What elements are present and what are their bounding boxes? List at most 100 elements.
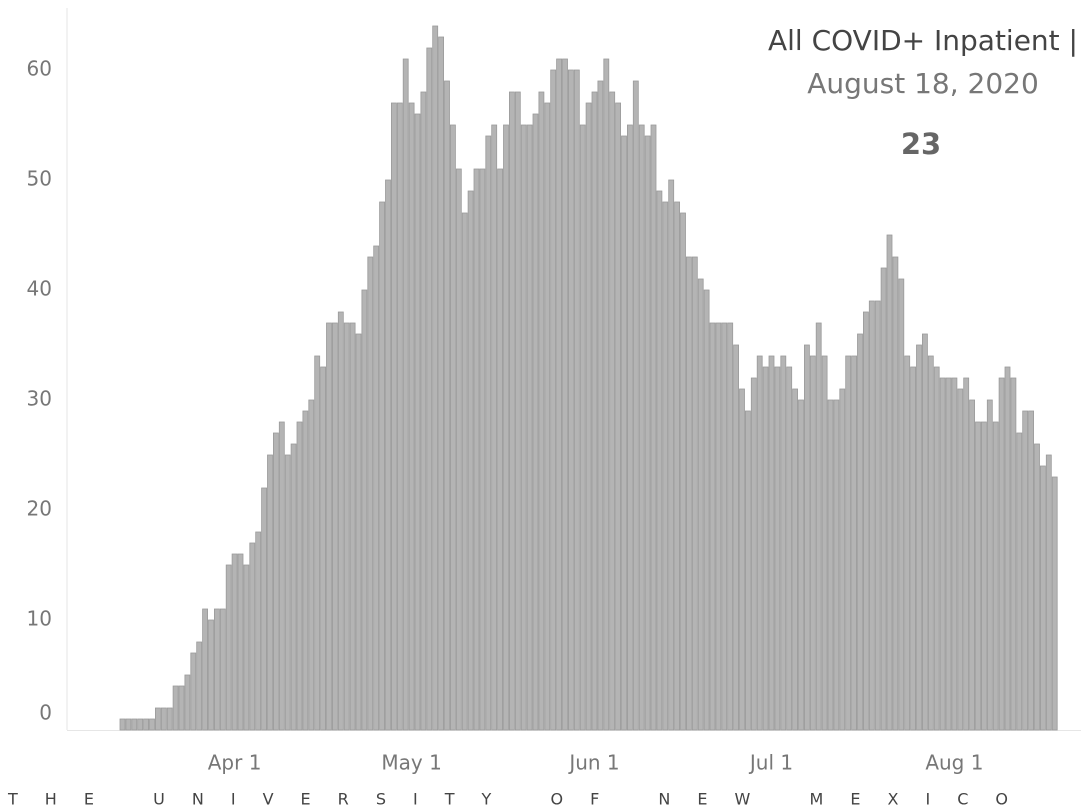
bar: [461, 212, 468, 731]
bar: [922, 333, 928, 731]
y-tick-label: 10: [27, 607, 52, 631]
bar: [166, 707, 173, 731]
bar: [857, 333, 863, 731]
bar: [178, 685, 185, 731]
bar: [361, 289, 368, 731]
x-tick-label: Apr 1: [208, 751, 262, 775]
bar: [691, 256, 698, 731]
bar: [998, 377, 1005, 731]
bar: [939, 377, 946, 731]
bar: [526, 124, 533, 731]
bar: [591, 91, 598, 731]
bar: [420, 91, 427, 731]
bar: [945, 377, 952, 731]
bar: [497, 168, 504, 731]
bar: [208, 619, 214, 731]
bar: [933, 366, 940, 731]
bar: [538, 91, 545, 731]
y-tick-label: 60: [27, 57, 52, 81]
bar: [621, 135, 627, 731]
bar: [609, 91, 616, 731]
bar: [821, 355, 828, 731]
bar: [396, 102, 403, 731]
bar: [1022, 410, 1029, 731]
bar: [845, 355, 852, 731]
bar: [272, 432, 279, 731]
bar: [432, 25, 439, 731]
bar: [709, 322, 716, 731]
x-tick-label: Jul 1: [748, 751, 793, 775]
footer: THE UNIVERSITY OF NEW MEXICO: [7, 790, 1008, 809]
bar: [355, 333, 362, 731]
bar: [143, 718, 150, 731]
bar: [839, 388, 846, 731]
bar: [644, 135, 651, 731]
bar: [562, 58, 568, 731]
bar: [520, 124, 527, 731]
bar: [438, 36, 445, 731]
bar: [668, 179, 675, 731]
bar: [579, 124, 586, 731]
bar: [833, 399, 840, 731]
bar: [727, 322, 734, 731]
bar: [349, 322, 356, 731]
x-tick-label: May 1: [381, 751, 441, 775]
bar: [892, 256, 899, 731]
bar: [662, 201, 669, 731]
bar: [638, 124, 645, 731]
y-tick-label: 0: [39, 701, 52, 725]
bar: [674, 201, 680, 731]
bar: [627, 124, 633, 731]
bar: [715, 322, 722, 731]
bar: [426, 47, 433, 731]
bar: [1040, 465, 1046, 731]
bar: [231, 553, 238, 731]
bar: [243, 564, 250, 731]
bar: [880, 267, 887, 731]
bar: [149, 718, 155, 731]
bar: [414, 113, 421, 731]
bar: [444, 80, 450, 731]
bar: [467, 190, 474, 731]
bar: [780, 355, 787, 731]
bar: [326, 322, 332, 731]
bar: [184, 674, 191, 731]
bar: [815, 322, 822, 731]
bar: [408, 102, 415, 731]
y-tick-label: 40: [27, 277, 52, 301]
bar: [290, 443, 297, 731]
bar: [1051, 476, 1058, 731]
bar: [556, 58, 562, 731]
bar: [125, 718, 132, 731]
bar: [343, 322, 350, 731]
bar: [981, 421, 987, 731]
bar: [603, 58, 610, 731]
bar: [1016, 432, 1023, 731]
bar: [219, 608, 226, 731]
bar: [951, 377, 958, 731]
bar: [898, 278, 905, 731]
bar: [585, 102, 592, 731]
bar: [568, 69, 574, 731]
bar: [514, 91, 521, 731]
current-value: 23: [901, 127, 941, 161]
bar: [237, 553, 244, 731]
bar: [774, 366, 781, 731]
bar: [573, 69, 580, 731]
bar: [1028, 410, 1034, 731]
bar: [963, 377, 970, 731]
bar: [213, 608, 220, 731]
bar: [656, 190, 663, 731]
bar: [367, 256, 374, 731]
y-tick-label: 50: [27, 167, 52, 191]
bar: [267, 454, 273, 731]
y-tick-label: 30: [27, 387, 52, 411]
bar: [296, 421, 303, 731]
bar: [508, 91, 515, 731]
bar: [1004, 366, 1011, 731]
bar: [385, 179, 391, 731]
bar: [762, 366, 769, 731]
bar: [302, 410, 309, 731]
bar: [739, 388, 745, 731]
bar: [697, 278, 704, 731]
